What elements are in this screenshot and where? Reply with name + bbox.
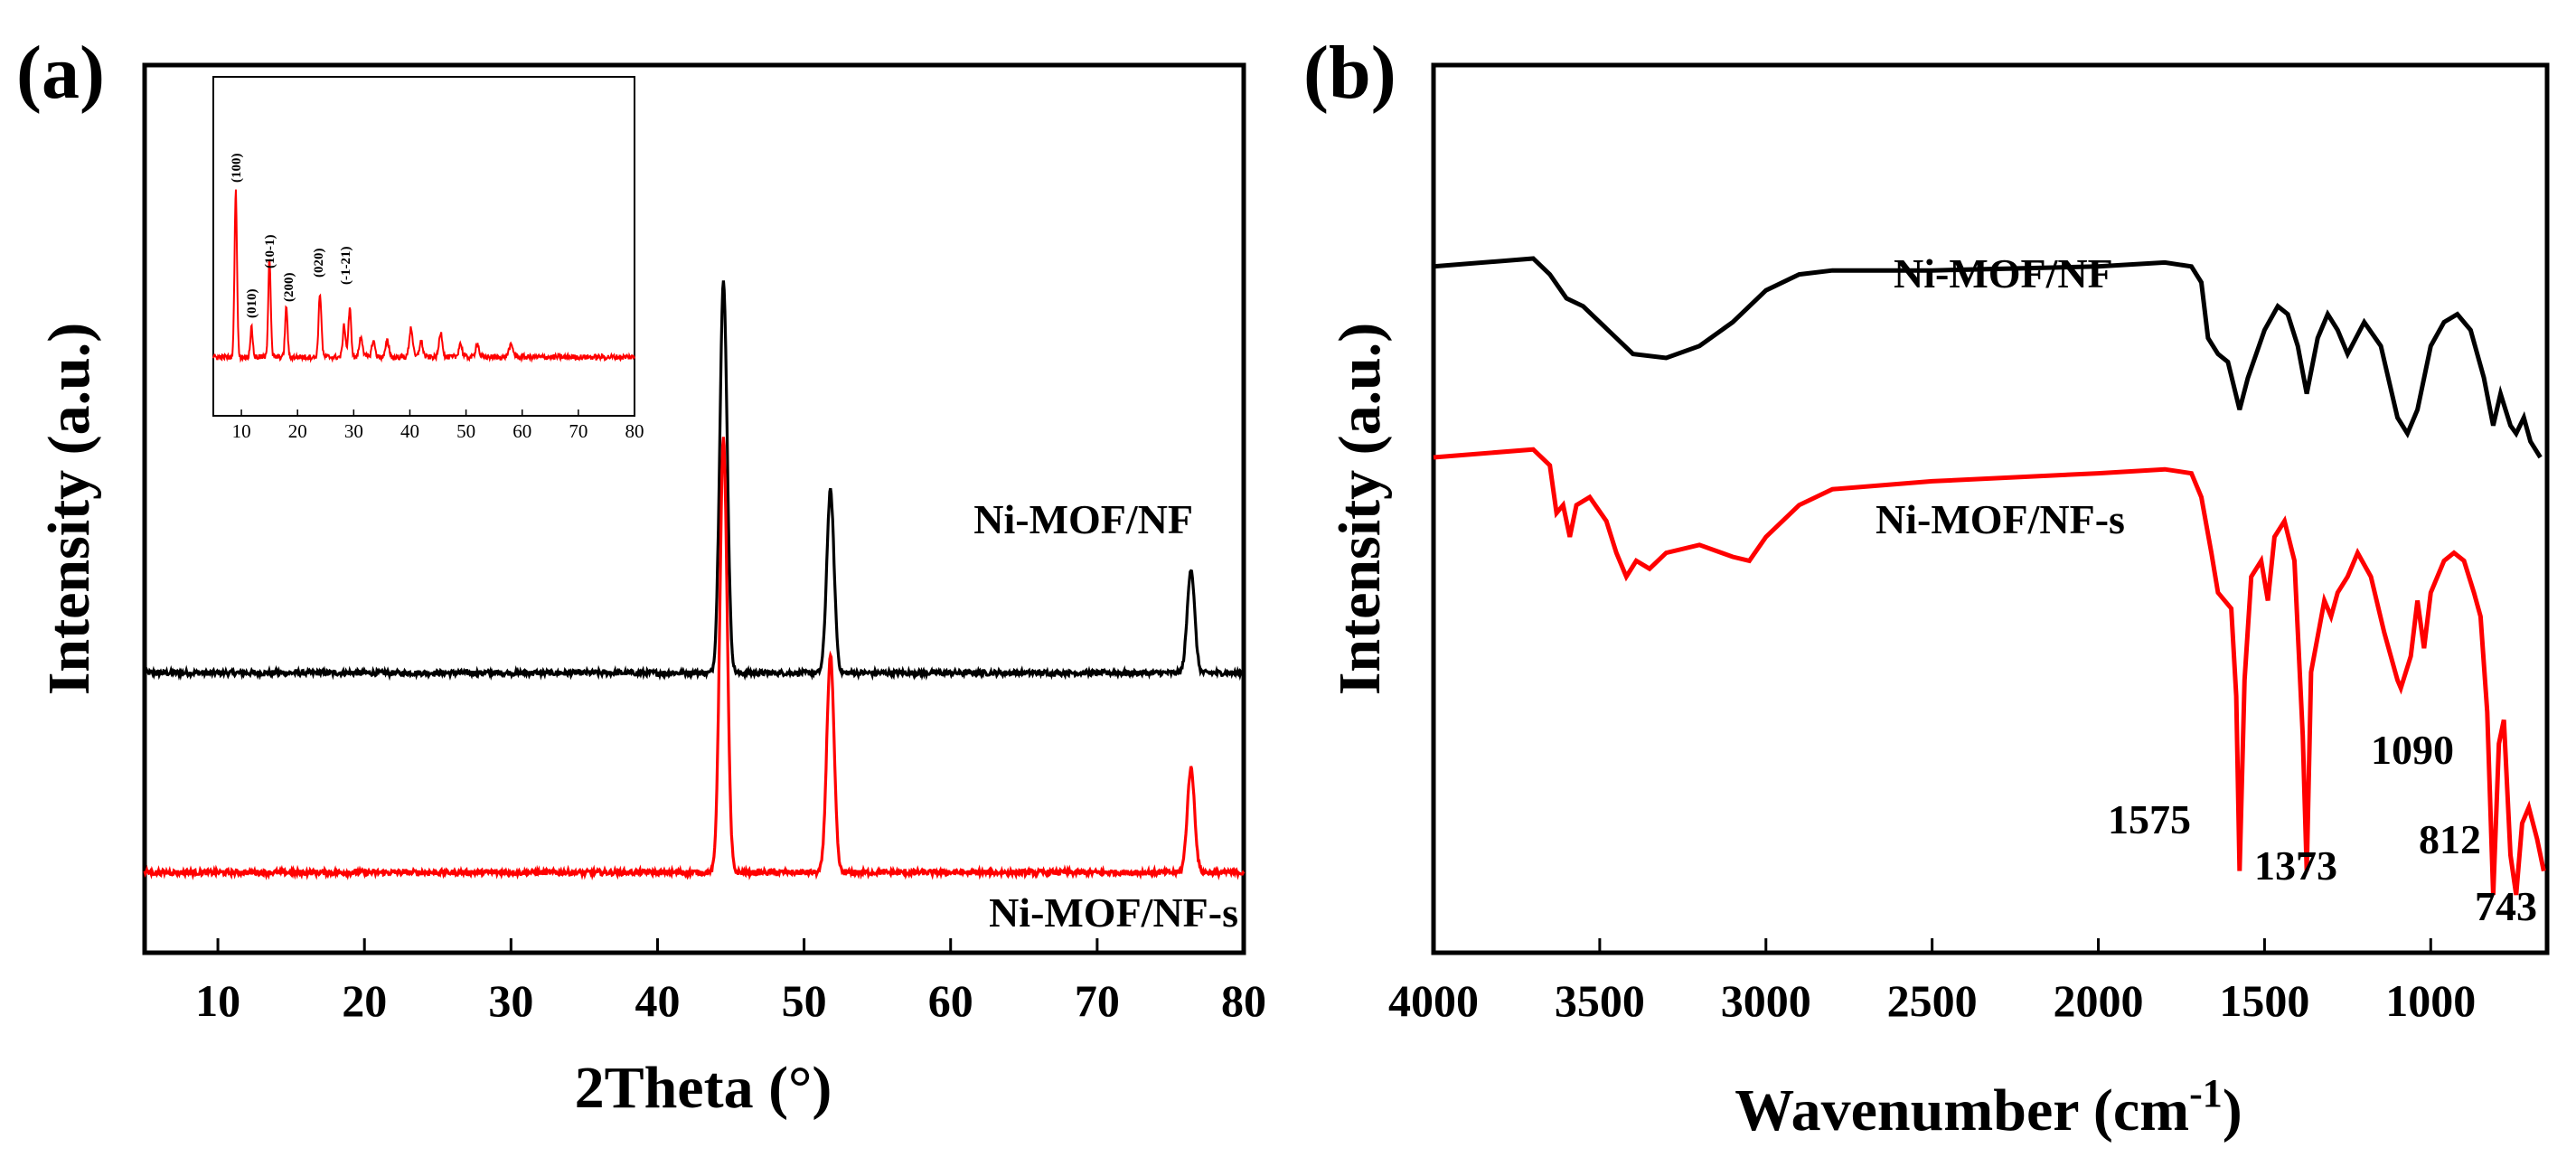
panel-b-label: (b) — [1303, 31, 1396, 115]
b-tick-label-1500: 1500 — [2219, 975, 2309, 1026]
panel-a-frame — [142, 62, 1246, 955]
a-tick-label-40: 40 — [635, 975, 680, 1026]
inset-tick-label-10: 10 — [232, 420, 251, 442]
a-tick-label-60: 60 — [928, 975, 973, 1026]
peak-label-1373: 1373 — [2254, 842, 2337, 889]
y-axis-title-b: Intensity (a.u.) — [1327, 323, 1393, 696]
panel-a-label: (a) — [16, 31, 105, 115]
y-axis-title-a: Intensity (a.u.) — [36, 323, 102, 696]
inset-tick-label-30: 30 — [344, 420, 363, 442]
inset-tick-label-20: 20 — [288, 420, 307, 442]
a-tick-label-30: 30 — [488, 975, 533, 1026]
x-axis-title-b: Wavenumber (cm-1) — [1735, 1071, 2242, 1143]
inset-hkl-1-21: (-1-21) — [339, 247, 353, 285]
inset-plot: 10 20 30 40 50 60 70 80 (100) (010) (10-1) (200… — [212, 76, 644, 442]
inset-hkl-100: (100) — [230, 154, 244, 183]
panel-a: (a) 10 20 30 40 50 60 70 80 Ni-MOF/NF Ni-MOF/NF… — [16, 31, 1266, 1121]
inset-xrd-line — [212, 189, 635, 363]
x-axis-title-a: 2Theta (°) — [575, 1055, 832, 1121]
x-ticks-b: 4000 3500 3000 2500 2000 1500 1000 — [1388, 938, 2476, 1026]
inset-tick-label-50: 50 — [456, 420, 475, 442]
inset-hkl-10-1: (10-1) — [263, 235, 277, 269]
x-ticks-a: 10 20 30 40 50 60 70 80 — [195, 938, 1266, 1026]
inset-tick-label-80: 80 — [625, 420, 644, 442]
panel-b: (b) 4000 3500 3000 2500 2000 1500 1000 Ni-MOF/… — [1303, 31, 2550, 1143]
a-tick-label-80: 80 — [1221, 975, 1266, 1026]
b-tick-label-3000: 3000 — [1721, 975, 1811, 1026]
inset-tick-label-60: 60 — [512, 420, 531, 442]
a-tick-label-50: 50 — [782, 975, 827, 1026]
series-label-ni-mof-nf: Ni-MOF/NF — [973, 496, 1193, 542]
peak-label-1575: 1575 — [2108, 796, 2191, 842]
a-tick-label-70: 70 — [1075, 975, 1120, 1026]
b-tick-label-4000: 4000 — [1388, 975, 1479, 1026]
inset-hkl-200: (200) — [282, 273, 296, 303]
x-axis-title-b-sup: -1 — [2189, 1071, 2223, 1115]
a-tick-label-10: 10 — [195, 975, 240, 1026]
series-label-ftir-ni-mof-nf: Ni-MOF/NF — [1894, 250, 2113, 296]
inset-hkl-020: (020) — [312, 249, 326, 278]
ftir-line-ni-mof-nf — [1433, 256, 2543, 459]
inset-tick-label-70: 70 — [569, 420, 588, 442]
b-tick-label-2000: 2000 — [2054, 975, 2144, 1026]
a-tick-label-20: 20 — [342, 975, 387, 1026]
peak-label-812: 812 — [2419, 816, 2481, 862]
ftir-line-ni-mof-nf-s — [1433, 447, 2546, 896]
series-label-ni-mof-nf-s: Ni-MOF/NF-s — [989, 889, 1238, 936]
peak-label-1090: 1090 — [2371, 727, 2454, 773]
series-label-ftir-ni-mof-nf-s: Ni-MOF/NF-s — [1876, 496, 2125, 542]
panel-b-frame — [1431, 62, 2550, 955]
inset-tick-label-40: 40 — [400, 420, 419, 442]
xrd-line-ni-mof-nf-s — [143, 437, 1246, 881]
x-axis-title-b-suffix: ) — [2223, 1077, 2242, 1143]
xrd-line-ni-mof-nf — [143, 280, 1245, 682]
inset-x-ticks: 10 20 30 40 50 60 70 80 — [232, 409, 644, 442]
peak-label-743: 743 — [2475, 883, 2537, 929]
b-tick-label-1000: 1000 — [2385, 975, 2476, 1026]
inset-hkl-010: (010) — [245, 289, 259, 319]
x-axis-title-b-main: Wavenumber (cm — [1735, 1077, 2189, 1143]
b-tick-label-2500: 2500 — [1887, 975, 1978, 1026]
b-tick-label-3500: 3500 — [1555, 975, 1645, 1026]
inset-frame — [212, 76, 635, 417]
